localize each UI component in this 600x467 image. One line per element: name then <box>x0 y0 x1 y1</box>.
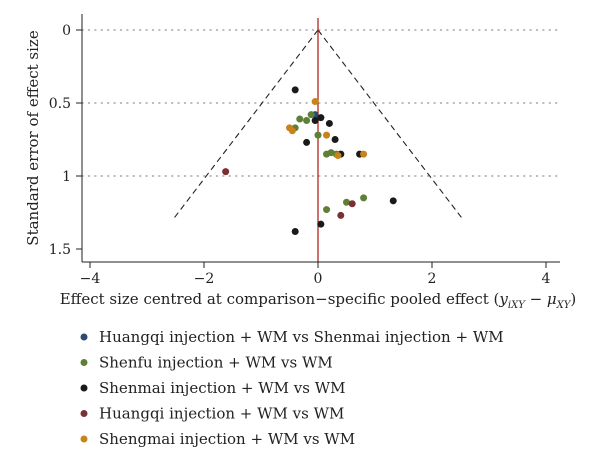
x-axis-title-minus: − <box>525 290 547 308</box>
legend-label-2: Shenmai injection + WM vs WM <box>99 379 345 397</box>
legend-marker-0 <box>80 333 88 341</box>
x-axis-title-mu: μ <box>547 290 557 308</box>
data-point-s3-2 <box>337 211 345 219</box>
data-point-s4-4 <box>334 152 342 160</box>
x-axis-title-mu-sub: XY <box>556 300 572 311</box>
data-point-s1-10 <box>323 206 331 214</box>
data-points <box>222 86 397 235</box>
x-axis-title-main: Effect size centred at comparison−specif… <box>60 290 500 308</box>
x-ticks: −4 −2 0 2 4 <box>80 262 551 287</box>
data-point-s4-5 <box>360 150 368 158</box>
legend-marker-2 <box>80 384 88 392</box>
data-point-s2-2 <box>317 114 325 122</box>
data-point-s2-9 <box>317 220 325 228</box>
funnel-right-line <box>317 29 464 221</box>
data-point-s2-3 <box>325 119 333 127</box>
legend-label-1: Shenfu injection + WM vs WM <box>99 354 333 372</box>
y-axis-title: Standard error of effect size <box>24 30 42 246</box>
y-tick-label: 0 <box>62 23 71 39</box>
data-point-s1-0 <box>296 115 304 123</box>
x-tick-label: 4 <box>542 271 551 287</box>
data-point-s1-4 <box>314 131 322 139</box>
x-axis-title-y: y <box>498 290 508 308</box>
data-point-s2-10 <box>291 227 299 235</box>
data-point-s3-1 <box>348 200 356 208</box>
legend-label-0: Huangqi injection + WM vs Shenmai inject… <box>99 328 504 346</box>
data-point-s1-8 <box>360 194 368 202</box>
data-point-s2-8 <box>389 197 397 205</box>
data-point-s2-5 <box>303 138 311 146</box>
x-tick-label: 2 <box>428 271 437 287</box>
data-point-s1-9 <box>343 198 350 206</box>
data-point-s4-0 <box>311 98 319 106</box>
data-point-s3-0 <box>222 168 230 176</box>
legend-label-4: Shengmai injection + WM vs WM <box>99 430 355 448</box>
x-tick-label: 0 <box>314 271 323 287</box>
x-axis-title-y-sub: iXY <box>508 300 526 311</box>
legend: Huangqi injection + WM vs Shenmai inject… <box>80 328 504 448</box>
legend-marker-4 <box>80 435 88 443</box>
y-tick-label: 0.5 <box>49 96 71 112</box>
gridlines <box>81 29 561 177</box>
x-tick-label: −2 <box>194 271 215 287</box>
legend-label-3: Huangqi injection + WM vs WM <box>99 405 344 423</box>
legend-marker-1 <box>80 359 88 366</box>
data-point-s4-2 <box>288 127 296 135</box>
data-point-s2-0 <box>291 86 299 94</box>
data-point-s1-2 <box>303 117 311 125</box>
data-point-s2-1 <box>311 117 319 125</box>
data-point-s1-3 <box>307 111 315 119</box>
y-ticks: 0 0.5 1 1.5 <box>49 23 82 258</box>
y-tick-label: 1.5 <box>49 242 71 258</box>
legend-marker-3 <box>80 410 88 417</box>
x-tick-label: −4 <box>80 271 101 287</box>
y-tick-label: 1 <box>62 169 71 185</box>
data-point-s4-3 <box>323 131 331 139</box>
x-axis-title: Effect size centred at comparison−specif… <box>60 290 577 311</box>
x-axis-title-close: ) <box>570 290 576 308</box>
data-point-s2-4 <box>331 136 339 143</box>
